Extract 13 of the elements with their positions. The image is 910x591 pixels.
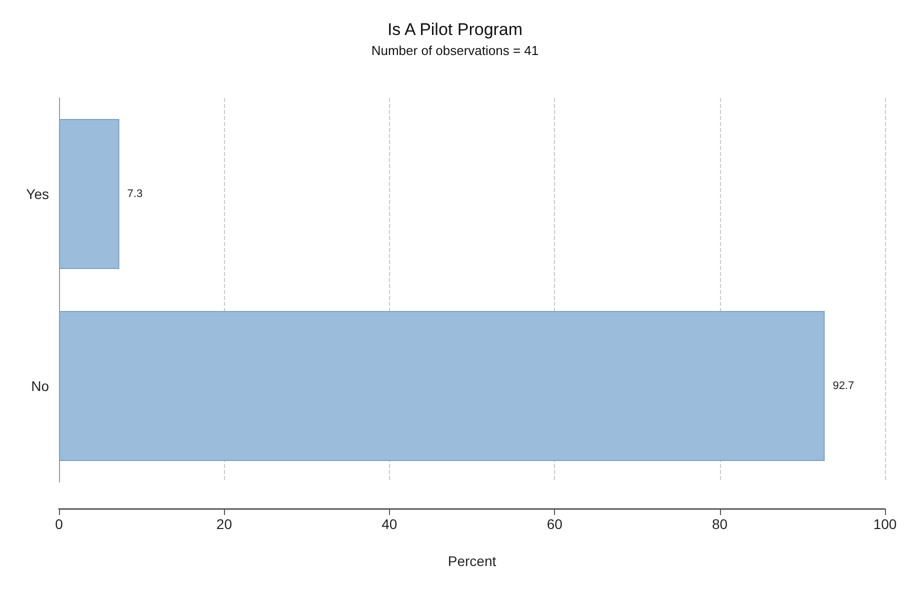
chart-title: Is A Pilot Program: [387, 20, 523, 39]
x-tick-label: 20: [216, 516, 232, 532]
y-tick-label: No: [31, 378, 50, 394]
x-tick-label: 100: [873, 516, 897, 532]
data-label: 7.3: [127, 188, 143, 200]
x-tick-label: 40: [382, 516, 398, 532]
x-tick-label: 80: [712, 516, 728, 532]
x-tick-label: 60: [546, 516, 563, 532]
chart-subtitle: Number of observations = 41: [371, 43, 539, 58]
x-tick-label: 0: [55, 516, 64, 532]
data-label: 92.7: [832, 380, 854, 392]
y-tick-label: Yes: [26, 186, 49, 202]
x-axis-title: Percent: [448, 553, 496, 569]
